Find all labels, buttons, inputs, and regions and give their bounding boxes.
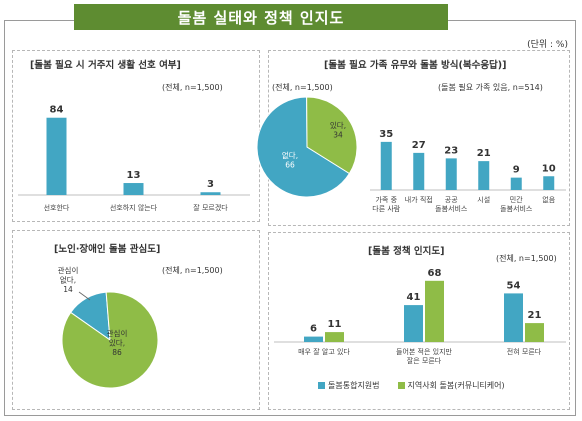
- residence-bar-1: [123, 183, 144, 195]
- legend-series-2: 지역사회 돌봄(커뮤니티케어): [407, 381, 505, 390]
- policy-category-2: 전혀 모른다: [507, 347, 542, 356]
- care_method-bar-4: [510, 177, 522, 190]
- care_method-value-4: 9: [513, 165, 520, 176]
- care-pie-label-0: 없다, 66: [282, 151, 298, 170]
- interest-chart-title: [노인·장애인 돌봄 관심도]: [54, 244, 161, 255]
- care_method-bar-1: [413, 152, 425, 190]
- interest-pie-label-0: 관심이 없다, 14: [58, 265, 79, 294]
- care_method-category-2: 공공 돌봄서비스: [435, 196, 468, 213]
- care_family-slice-1: [306, 96, 358, 175]
- policy-bar-1-2: [525, 323, 544, 342]
- interest-slice-1: [61, 291, 159, 389]
- care-pie-note: (전체, n=1,500): [272, 83, 333, 92]
- policy-bar-0-2: [504, 293, 523, 342]
- policy-chart-note: (전체, n=1,500): [496, 254, 557, 263]
- care_family-slice-0: [256, 96, 351, 198]
- legend-swatch-2: [397, 382, 405, 389]
- care_method-value-2: 23: [444, 145, 458, 156]
- care_method-value-3: 21: [477, 148, 491, 159]
- residence-chart-title: [돌봄 필요 시 거주지 생활 선호 여부]: [30, 60, 181, 71]
- policy-value-0-2: 54: [507, 280, 521, 291]
- policy-value-1-1: 68: [428, 268, 442, 279]
- residence-category-1: 선호하지 않는다: [110, 203, 158, 212]
- policy-bar-0-0: [304, 336, 323, 342]
- page-title: 돌봄 실태와 정책 인지도: [74, 4, 448, 30]
- care-pie-label-1: 있다, 34: [330, 121, 346, 140]
- care_method-category-3: 시설: [477, 196, 490, 204]
- policy-value-1-2: 21: [528, 310, 542, 321]
- care_method-value-1: 27: [412, 140, 426, 151]
- policy-bar-1-0: [325, 332, 344, 342]
- policy-value-0-1: 41: [407, 292, 421, 303]
- care_method-bar-0: [380, 141, 392, 190]
- care_method-bar-5: [543, 176, 555, 190]
- residence-bar-0: [46, 117, 67, 195]
- panel-policy: [268, 232, 570, 410]
- policy-value-0-0: 6: [310, 324, 317, 335]
- care_method-bar-3: [478, 161, 490, 190]
- residence-value-1: 13: [127, 170, 141, 181]
- policy-bar-1-1: [425, 280, 444, 342]
- residence-value-0: 84: [50, 105, 64, 116]
- legend-series-1: 돌봄통합지원법: [328, 381, 380, 390]
- policy-chart-title: [돌봄 정책 인지도]: [368, 246, 445, 257]
- care-chart-title: [돌봄 필요 가족 유무와 돌봄 방식(복수응답)]: [324, 60, 507, 71]
- care_method-value-0: 35: [379, 129, 393, 140]
- care_method-category-5: 없음: [542, 196, 555, 204]
- residence-value-2: 3: [207, 179, 214, 190]
- policy-category-1: 들어본 적은 있지만 잘은 모른다: [396, 347, 453, 365]
- care_method-category-0: 가족 중 다른 사람: [372, 195, 401, 213]
- unit-label: (단위 : %): [527, 40, 568, 50]
- policy-category-0: 매우 잘 알고 있다: [298, 347, 350, 356]
- care_method-value-5: 10: [542, 163, 556, 174]
- residence-category-0: 선호한다: [44, 203, 70, 212]
- panel-interest: [12, 230, 260, 410]
- policy-bar-0-1: [404, 305, 423, 342]
- interest-pie-label-1: 관심이 있다, 86: [107, 328, 128, 357]
- care_method-category-1: 내가 직접: [405, 195, 433, 204]
- residence-category-2: 잘 모르겠다: [193, 203, 228, 212]
- care_method-bar-2: [445, 158, 457, 190]
- care_method-category-4: 민간 돌봄서비스: [500, 195, 533, 213]
- policy-legend: 돌봄통합지원법 지역사회 돌봄(커뮤니티케어): [318, 380, 505, 391]
- interest-chart-note: (전체, n=1,500): [162, 266, 223, 275]
- policy-value-1-0: 11: [328, 319, 342, 330]
- residence-chart-note: (전체, n=1,500): [162, 83, 223, 92]
- legend-swatch-1: [318, 382, 325, 389]
- care-bar-note: (돌봄 필요 가족 있음, n=514): [438, 83, 543, 92]
- interest-leader-line: [78, 291, 91, 301]
- residence-bar-2: [200, 192, 221, 195]
